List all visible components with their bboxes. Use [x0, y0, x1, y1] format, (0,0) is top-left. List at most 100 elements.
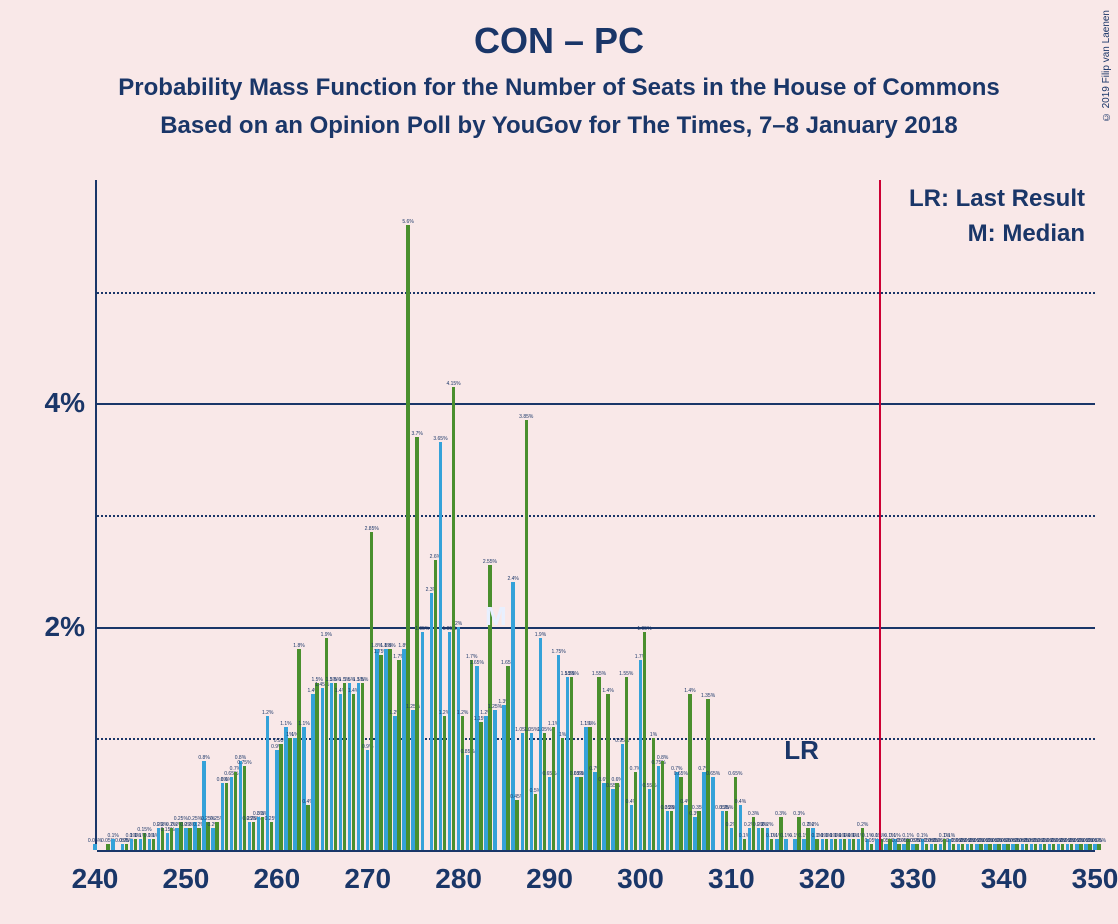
bar-series1: 0.4%: [684, 805, 688, 850]
y-axis-label: 4%: [45, 387, 85, 419]
bar-label: 0.3%: [748, 811, 759, 817]
bar-label: 1.2%: [262, 710, 273, 716]
bar-label: 0.75%: [237, 760, 251, 766]
bar-series2: 0.35%: [697, 811, 701, 850]
bar-label: 1.25%: [488, 704, 502, 710]
bar-series2: 0.05%: [1025, 844, 1029, 850]
bar-series2: 0.2%: [761, 828, 765, 850]
bar-series2: 0.05%: [1043, 844, 1047, 850]
bar-series1: 0.05%: [1039, 844, 1043, 850]
bar-label: 2.85%: [365, 526, 379, 532]
bar-series1: 1.2%: [484, 716, 488, 850]
bar-series2: 0.1%: [834, 839, 838, 850]
bar-series2: 1.2%: [461, 716, 465, 850]
bar-series2: 1.15%: [479, 722, 483, 850]
bar-series1: 0.9%: [366, 750, 370, 851]
bar-series2: 0.05%: [925, 844, 929, 850]
bar-label: 1.1%: [280, 721, 291, 727]
bars-container: 0.05%0.05%0.1%0.05%0.05%0.1%0.1%0.1%0.15…: [97, 180, 1095, 850]
bar-series1: 0.1%: [793, 839, 797, 850]
bar-series1: 1.2%: [393, 716, 397, 850]
bar-series1: 0.9%: [275, 750, 279, 851]
plot-area: 0.05%0.05%0.1%0.05%0.05%0.1%0.1%0.1%0.15…: [95, 180, 1095, 850]
bar-series2: 0.05%: [1015, 844, 1019, 850]
bar-label: 0.2%: [807, 822, 818, 828]
bar-series1: 0.1%: [139, 839, 143, 850]
bar-series2: 0.05%: [997, 844, 1001, 850]
bar-series2: 0.2%: [197, 828, 201, 850]
bar-label: 0.2%: [857, 822, 868, 828]
bar-series2: 0.05%: [915, 844, 919, 850]
bar-label: 2%: [455, 621, 462, 627]
bar-series1: 0.05%: [93, 844, 97, 850]
bar-series1: 1.3%: [502, 705, 506, 850]
chart-title: CON – PC: [0, 0, 1118, 62]
bar-label: 3.65%: [433, 436, 447, 442]
bar-series2: 0.2%: [806, 828, 810, 850]
bar-series2: 1.65%: [506, 666, 510, 850]
bar-series2: 1.1%: [552, 727, 556, 850]
bar-series2: 0.05%: [1079, 844, 1083, 850]
bar-series2: 0.1%: [825, 839, 829, 850]
bar-series1: 0.2%: [757, 828, 761, 850]
bar-series1: 0.3%: [693, 817, 697, 851]
bar-series2: 3.7%: [415, 437, 419, 850]
bar-series2: 0.7%: [634, 772, 638, 850]
bar-series2: 0.65%: [679, 777, 683, 850]
bar-series1: 0.65%: [711, 777, 715, 850]
bar-label: 0.05%: [88, 838, 102, 844]
bar-series1: 0.65%: [230, 777, 234, 850]
bar-series1: 0.05%: [1011, 844, 1015, 850]
bar-series1: 0.7%: [675, 772, 679, 850]
bar-label: 1.95%: [415, 626, 429, 632]
bar-series1: 1.9%: [539, 638, 543, 850]
bar-series1: 0.05%: [1057, 844, 1061, 850]
bar-series2: 1.8%: [297, 649, 301, 850]
bar-series2: 4.15%: [452, 387, 456, 850]
bar-series1: 0.05%: [966, 844, 970, 850]
bar-series2: 0.05%: [1061, 844, 1065, 850]
bar-series1: 1.1%: [302, 727, 306, 850]
bar-series1: 1.25%: [411, 710, 415, 850]
bar-series1: 0.05%: [1084, 844, 1088, 850]
bar-series1: 1.2%: [266, 716, 270, 850]
bar-series1: 0.35%: [721, 811, 725, 850]
bar-series1: 1.5%: [348, 683, 352, 851]
bar-series2: 0.7%: [234, 772, 238, 850]
bar-series1: 1.4%: [339, 694, 343, 850]
bar-series1: 0.4%: [630, 805, 634, 850]
bar-series1: 0.65%: [548, 777, 552, 850]
bar-series2: 0.05%: [125, 844, 129, 850]
bar-series2: 1.5%: [343, 683, 347, 851]
x-axis-label: 240: [72, 863, 119, 895]
bar-series1: 0.05%: [1048, 844, 1052, 850]
bar-series1: 0.05%: [1021, 844, 1025, 850]
x-axis-label: 340: [981, 863, 1028, 895]
bar-series2: 0.25%: [270, 822, 274, 850]
x-axis-label: 330: [890, 863, 937, 895]
bar-label: 2.55%: [483, 559, 497, 565]
bar-series2: 2.85%: [370, 532, 374, 850]
bar-series2: 0.65%: [734, 777, 738, 850]
bar-series1: 0.1%: [130, 839, 134, 850]
bar-series1: 1.5%: [330, 683, 334, 851]
bar-series1: 2%: [457, 627, 461, 850]
bar-series1: 1.7%: [639, 660, 643, 850]
last-result-line: [879, 180, 881, 850]
bar-label: 0.05%: [1092, 838, 1106, 844]
bar-series2: 0.95%: [279, 744, 283, 850]
bar-series1: 0.05%: [930, 844, 934, 850]
bar-label: 0.2%: [762, 822, 773, 828]
bar-series2: 0.05%: [897, 844, 901, 850]
bar-series1: 0.7%: [593, 772, 597, 850]
x-axis-label: 270: [344, 863, 391, 895]
bar-series1: 0.1%: [802, 839, 806, 850]
bar-series2: 0.05%: [1088, 844, 1092, 850]
bar-label: 4.15%: [446, 381, 460, 387]
bar-series2: 1.1%: [588, 727, 592, 850]
bar-series2: 0.5%: [534, 794, 538, 850]
bar-series1: 0.65%: [575, 777, 579, 850]
bar-series1: 1.8%: [375, 649, 379, 850]
bar-series2: 1.4%: [688, 694, 692, 850]
bar-series1: 0.2%: [730, 828, 734, 850]
